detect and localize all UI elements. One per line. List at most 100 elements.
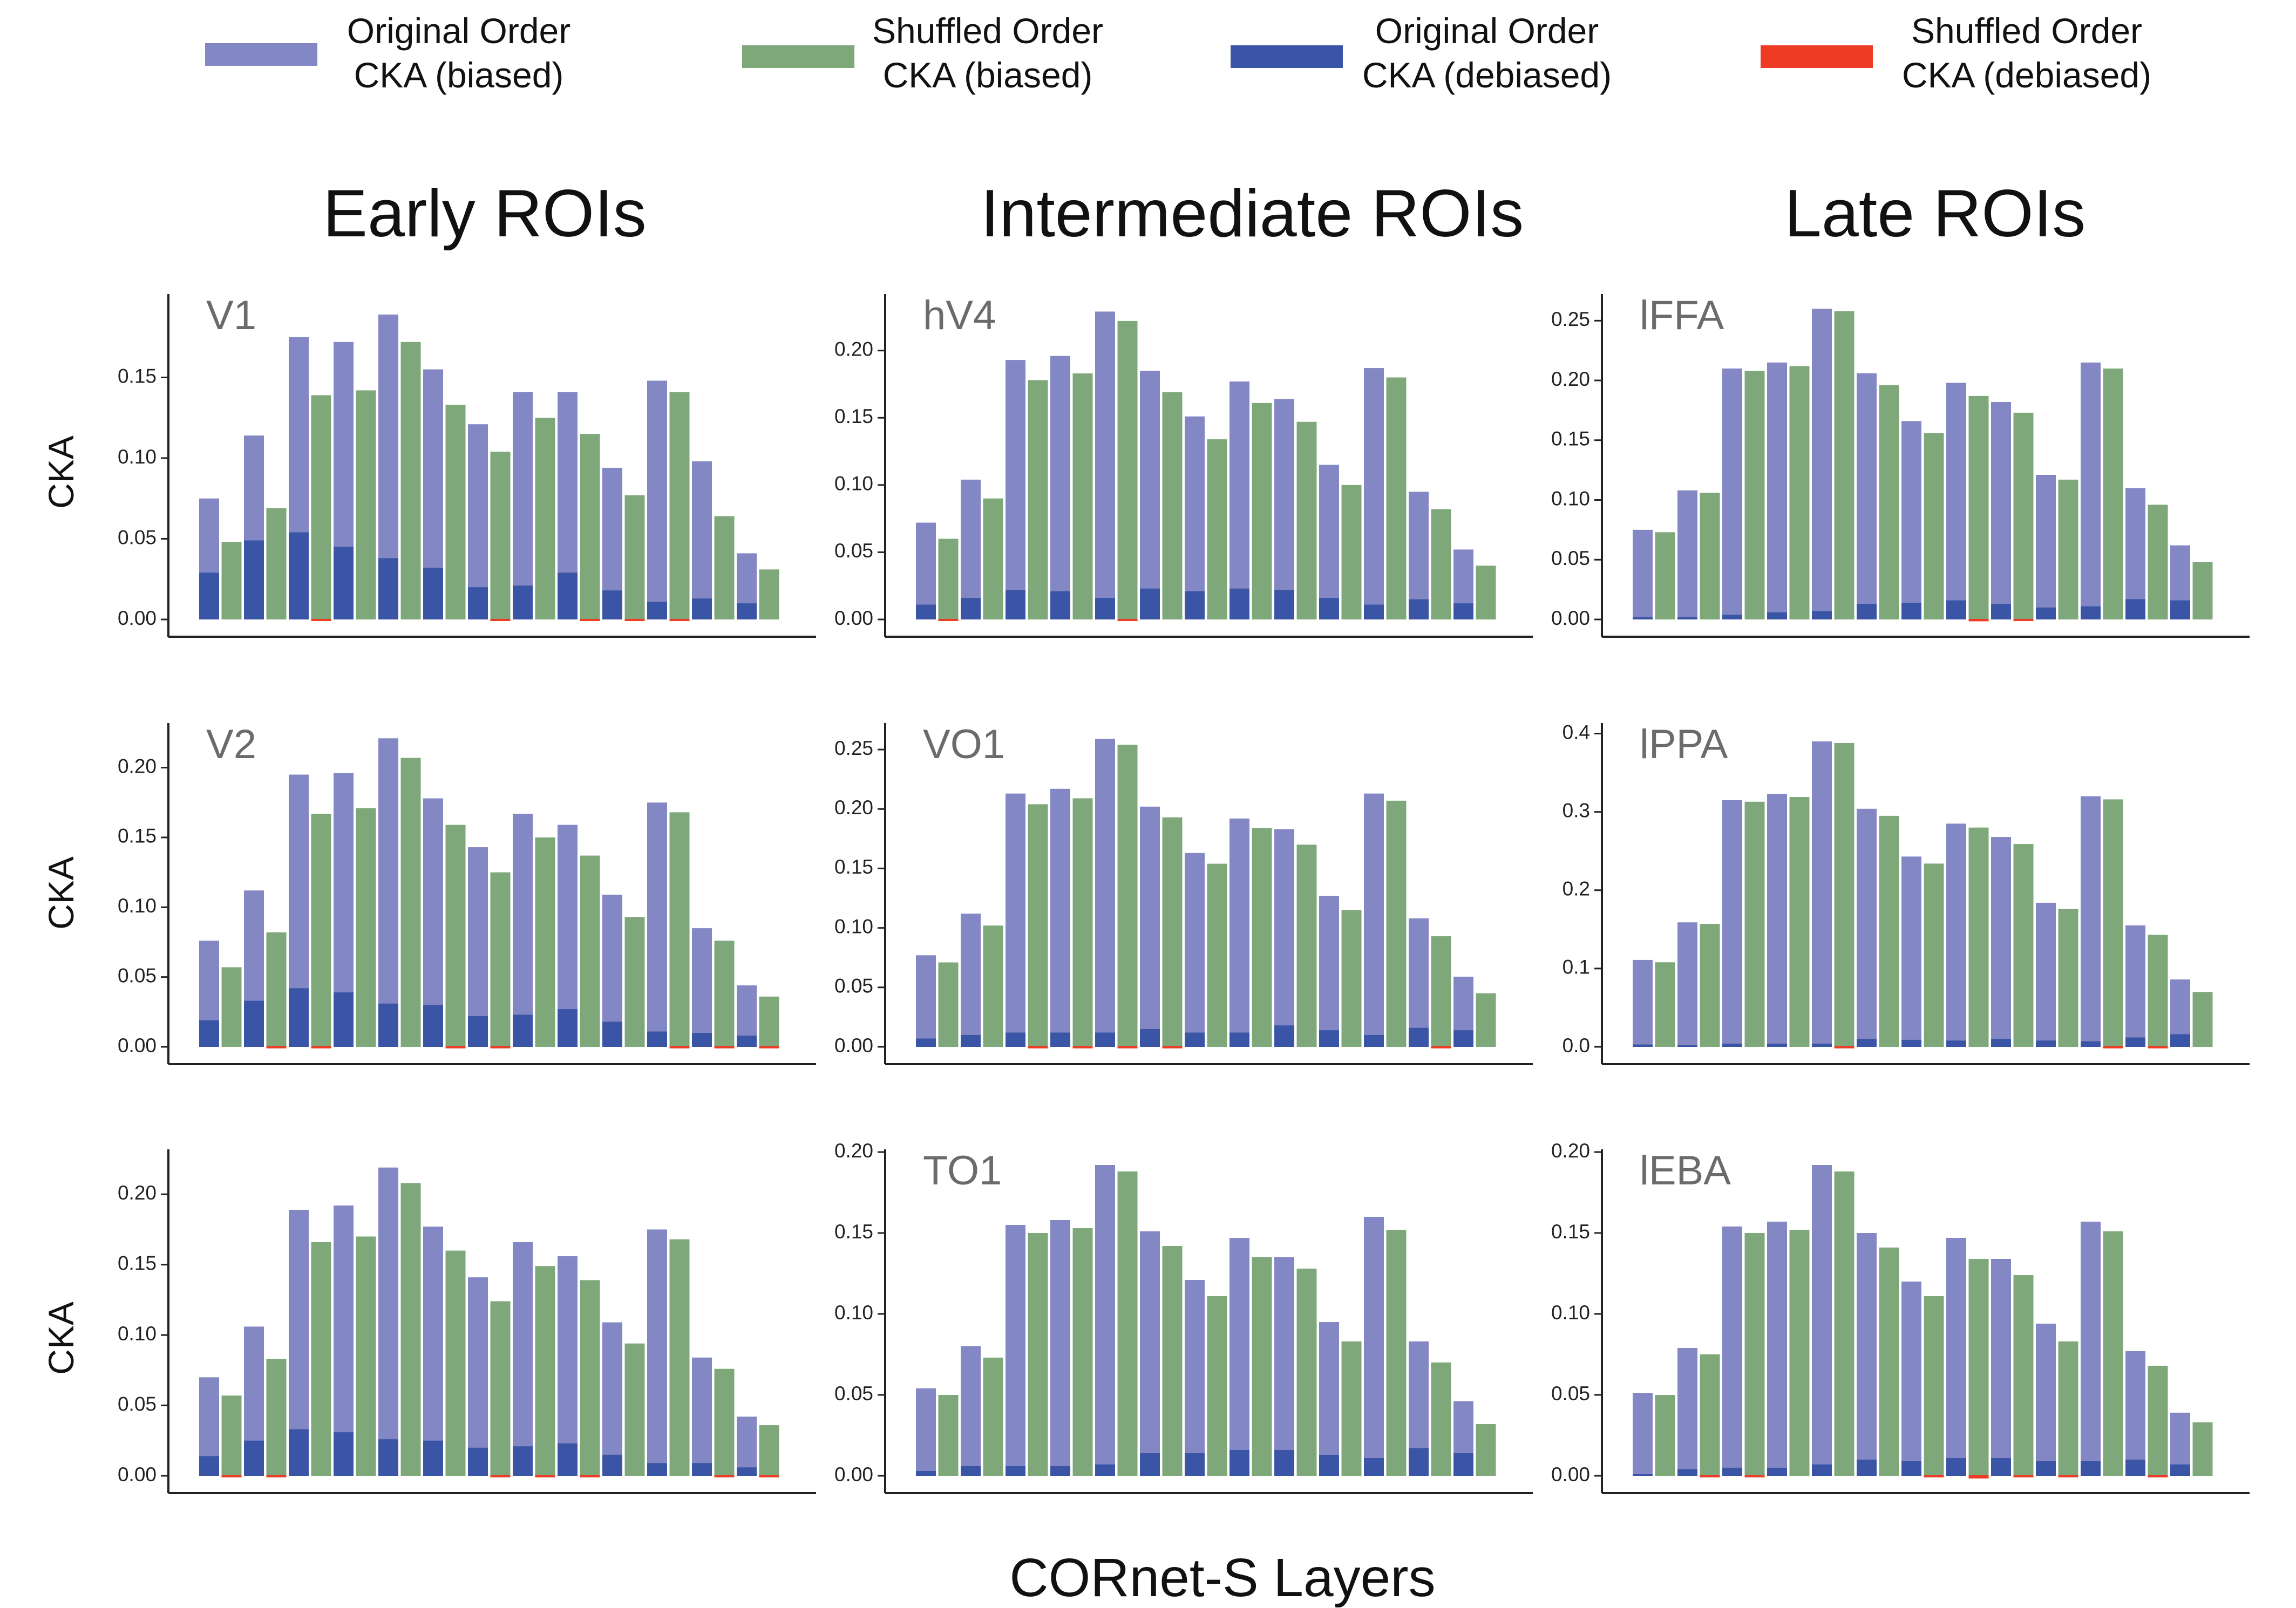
bar-shuf-biased-layer-4 [356,390,376,619]
bar-shuf-biased-layer-2 [1700,1354,1720,1476]
bar-shuf-biased-layer-13 [1476,565,1496,619]
bar-shuf-biased-layer-6 [1879,815,1899,1047]
bar-shuf-biased-layer-7 [1924,1296,1944,1476]
bar-orig-biased-layer-3 [1722,1227,1742,1476]
bar-orig-debiased-layer-3 [289,532,309,619]
bar-orig-biased-layer-7 [1185,853,1205,1047]
bar-shuf-debiased-layer-9 [2013,619,2034,621]
bar-shuf-biased-layer-8 [535,418,555,619]
legend-label-line1: Shuffled Order [872,11,1103,51]
y-tick-label: 0.3 [1563,799,1590,821]
bar-orig-biased-layer-8 [1946,1238,1966,1476]
bar-orig-debiased-layer-9 [1991,1458,2011,1476]
bar-orig-biased-layer-13 [737,1416,757,1476]
legend-label-line1: Shuffled Order [1911,11,2142,51]
bar-orig-biased-layer-12 [2125,925,2145,1047]
bar-orig-biased-layer-7 [1901,856,1921,1047]
bar-shuf-biased-layer-2 [266,1359,287,1476]
bar-shuf-debiased-layer-5 [1834,1046,1855,1048]
bar-orig-debiased-layer-10 [602,1021,622,1047]
bar-orig-debiased-layer-2 [1677,617,1697,619]
bar-shuf-debiased-layer-6 [445,1046,466,1048]
bar-shuf-debiased-layer-11 [669,1046,690,1048]
bar-orig-biased-layer-8 [1229,818,1249,1047]
bar-orig-debiased-layer-5 [378,558,398,619]
bar-orig-biased-layer-7 [1901,421,1921,619]
panel-label: lPPA [1640,721,1728,767]
y-tick-label: 0.15 [118,365,157,387]
bar-orig-debiased-layer-8 [1229,1032,1249,1047]
y-tick-label: 0.10 [1551,487,1590,509]
bar-shuf-biased-layer-13 [759,996,779,1047]
bar-orig-debiased-layer-9 [1274,590,1294,619]
bar-orig-debiased-layer-12 [2125,599,2145,619]
y-axis-label-row-2: CKA [41,856,81,930]
bar-orig-biased-layer-12 [1409,918,1429,1047]
bar-orig-biased-layer-3 [1722,800,1742,1047]
bar-orig-debiased-layer-12 [692,1463,712,1476]
bar-orig-debiased-layer-4 [1767,1044,1787,1047]
bar-shuf-debiased-layer-3 [311,1046,331,1048]
bar-orig-biased-layer-11 [1364,793,1384,1047]
bar-orig-biased-layer-1 [1633,1393,1653,1476]
bar-shuf-debiased-layer-11 [2103,1046,2123,1048]
bar-orig-debiased-layer-12 [2125,1460,2145,1476]
bar-orig-debiased-layer-4 [334,1432,354,1476]
bar-orig-debiased-layer-13 [737,1035,757,1047]
bar-shuf-debiased-layer-12 [1431,1046,1451,1048]
bar-orig-biased-layer-10 [1319,1322,1339,1476]
y-tick-label: 0.20 [834,338,873,360]
bar-orig-biased-layer-12 [692,1357,712,1476]
bar-orig-debiased-layer-5 [378,1439,398,1476]
bar-orig-biased-layer-10 [1319,896,1339,1047]
y-tick-label: 0.00 [834,1463,873,1486]
bar-shuf-biased-layer-7 [1924,433,1944,619]
bar-shuf-biased-layer-3 [1028,1233,1048,1476]
bar-shuf-biased-layer-7 [1207,439,1227,619]
bar-shuf-biased-layer-1 [1655,962,1675,1047]
y-tick-label: 0.15 [118,825,157,847]
y-tick-label: 0.00 [118,1034,157,1057]
bar-orig-biased-layer-10 [2036,902,2056,1047]
bar-orig-debiased-layer-2 [961,1034,981,1047]
panels: 0.00 0.05 0.10 0.15 V1 0.00 0.05 0.10 0.15 0.20 hV… [118,292,2250,1494]
bar-orig-debiased-layer-11 [647,1463,667,1476]
bar-orig-biased-layer-8 [513,813,533,1047]
bar-shuf-biased-layer-4 [1072,798,1093,1047]
bar-shuf-biased-layer-1 [221,1395,242,1476]
bar-shuf-biased-layer-5 [400,342,421,619]
bar-shuf-biased-layer-6 [445,1250,466,1476]
bar-orig-biased-layer-8 [513,392,533,619]
bar-orig-debiased-layer-5 [1812,1044,1832,1047]
bar-shuf-debiased-layer-13 [759,1475,779,1477]
bar-shuf-biased-layer-7 [490,1301,511,1476]
bar-shuf-debiased-layer-13 [759,1046,779,1048]
bar-shuf-biased-layer-13 [2192,562,2213,619]
x-axis-label: CORnet-S Layers [1009,1548,1435,1608]
bar-shuf-biased-layer-9 [2013,412,2034,619]
bar-orig-biased-layer-7 [1901,1282,1921,1476]
bar-orig-debiased-layer-13 [1453,1030,1473,1047]
bar-orig-biased-layer-12 [692,928,712,1047]
bar-shuf-biased-layer-10 [1341,485,1362,619]
bar-orig-biased-layer-3 [1006,360,1025,619]
bar-orig-biased-layer-12 [2125,1351,2145,1476]
bar-orig-debiased-layer-10 [602,590,622,619]
bar-orig-biased-layer-9 [1991,401,2011,619]
bar-shuf-debiased-layer-1 [938,619,959,621]
bar-shuf-biased-layer-10 [2058,909,2078,1047]
bar-orig-debiased-layer-7 [1901,1039,1921,1047]
bar-shuf-biased-layer-11 [2103,1231,2123,1476]
bar-orig-debiased-layer-10 [1319,598,1339,619]
y-axis-label-row-1: CKA [41,435,81,509]
bar-shuf-biased-layer-10 [2058,479,2078,619]
y-tick-label: 0.10 [118,446,157,468]
bar-orig-debiased-layer-12 [692,1033,712,1047]
bar-orig-debiased-layer-6 [1857,1039,1877,1047]
bar-orig-debiased-layer-12 [1409,1027,1429,1047]
bar-shuf-biased-layer-5 [400,1183,421,1476]
bar-shuf-debiased-layer-3 [311,619,331,621]
bar-shuf-debiased-layer-7 [490,619,511,621]
bar-orig-biased-layer-5 [1095,1165,1115,1476]
bar-orig-biased-layer-8 [1229,1238,1249,1476]
